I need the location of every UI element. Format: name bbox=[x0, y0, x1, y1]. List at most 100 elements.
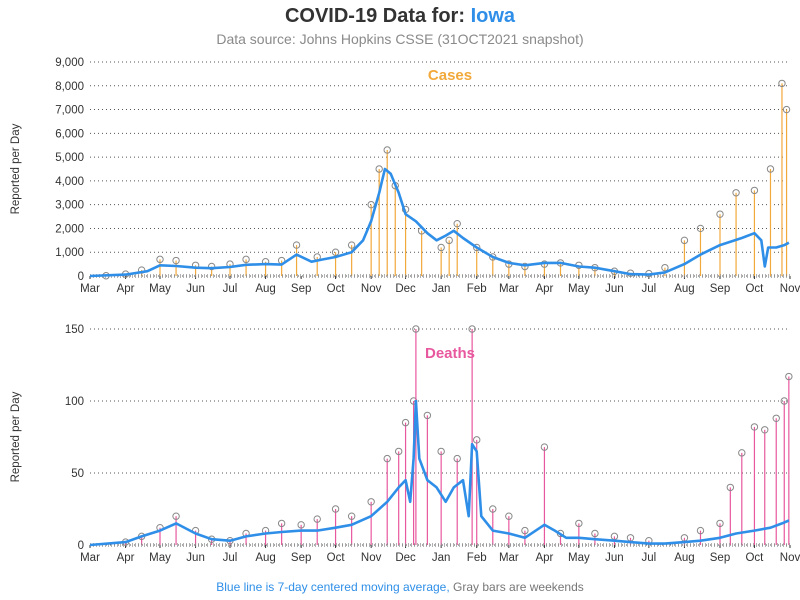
deaths-point bbox=[172, 512, 180, 520]
deaths-point bbox=[347, 512, 356, 520]
cases-ytick-label: 2,000 bbox=[55, 223, 84, 235]
cases-xtick-label: Aug bbox=[674, 283, 694, 295]
deaths-xtick-label: Aug bbox=[674, 552, 694, 564]
deaths-ytick-label: 100 bbox=[65, 396, 84, 408]
cases-ytick-label: 5,000 bbox=[55, 152, 84, 164]
cases-ytick-label: 4,000 bbox=[55, 176, 84, 188]
cases-xtick-label: Sep bbox=[710, 283, 730, 295]
deaths-xtick-label: Oct bbox=[745, 552, 764, 564]
deaths-point bbox=[591, 529, 599, 538]
cases-point bbox=[437, 243, 445, 252]
cases-ytick-label: 3,000 bbox=[55, 200, 84, 212]
deaths-xtick-label: Apr bbox=[535, 552, 553, 564]
deaths-xtick-label: Nov bbox=[361, 552, 382, 564]
deaths-point bbox=[785, 372, 793, 381]
cases-point bbox=[766, 165, 775, 173]
title-location: Iowa bbox=[470, 5, 516, 27]
cases-xtick-label: Jul bbox=[223, 283, 238, 295]
cases-point bbox=[242, 255, 250, 264]
deaths-xtick-label: Sep bbox=[710, 552, 730, 564]
cases-point bbox=[156, 255, 164, 264]
cases-xtick-label: Nov bbox=[780, 283, 800, 295]
deaths-xtick-label: Mar bbox=[80, 552, 100, 564]
deaths-point bbox=[750, 423, 759, 431]
deaths-point bbox=[383, 454, 391, 463]
footer-moving-average-note: Blue line is 7-day centered moving avera… bbox=[216, 580, 450, 594]
deaths-xtick-label: Aug bbox=[255, 552, 275, 564]
page-subtitle: Data source: Johns Hopkins CSSE (31OCT20… bbox=[216, 31, 584, 47]
deaths-xtick-label: Nov bbox=[780, 552, 800, 564]
cases-xtick-label: Mar bbox=[80, 283, 100, 295]
cases-point bbox=[331, 248, 340, 256]
deaths-point bbox=[297, 521, 305, 529]
deaths-xtick-label: Jul bbox=[642, 552, 657, 564]
cases-y-axis-label: Reported per Day bbox=[10, 123, 22, 214]
cases-xtick-label: Sep bbox=[291, 283, 311, 295]
deaths-point bbox=[772, 414, 780, 422]
cases-xtick-label: May bbox=[568, 283, 590, 295]
deaths-y-axis-label: Reported per Day bbox=[10, 391, 22, 482]
deaths-point bbox=[575, 519, 583, 528]
deaths-point bbox=[437, 447, 445, 456]
cases-point bbox=[375, 165, 383, 173]
cases-xtick-label: Apr bbox=[117, 283, 135, 295]
deaths-point bbox=[780, 397, 788, 405]
title-prefix: COVID-19 Data for: bbox=[284, 5, 465, 27]
cases-ytick-label: 0 bbox=[78, 271, 84, 283]
deaths-point bbox=[423, 411, 432, 420]
cases-point bbox=[696, 224, 705, 233]
deaths-xtick-label: Feb bbox=[467, 552, 487, 564]
deaths-point bbox=[505, 512, 513, 520]
cases-point bbox=[521, 262, 529, 271]
deaths-point bbox=[331, 505, 340, 513]
deaths-xtick-label: Jun bbox=[605, 552, 624, 564]
cases-ytick-label: 7,000 bbox=[55, 105, 84, 117]
deaths-point bbox=[489, 505, 497, 513]
deaths-xtick-label: Apr bbox=[117, 552, 135, 564]
deaths-moving-average-line bbox=[89, 399, 790, 547]
cases-xtick-label: Nov bbox=[361, 283, 382, 295]
deaths-point bbox=[761, 426, 769, 434]
deaths-point bbox=[412, 325, 420, 333]
deaths-title: Deaths bbox=[425, 345, 475, 362]
footer-weekend-note: Gray bars are weekends bbox=[453, 580, 584, 594]
deaths-point bbox=[696, 526, 705, 535]
deaths-ytick-label: 50 bbox=[71, 468, 84, 480]
cases-xtick-label: Jan bbox=[432, 283, 451, 295]
deaths-xtick-label: Sep bbox=[291, 552, 311, 564]
cases-point bbox=[750, 186, 759, 195]
cases-ytick-label: 6,000 bbox=[55, 128, 84, 140]
cases-point bbox=[453, 219, 461, 228]
deaths-point bbox=[521, 526, 529, 535]
cases-point bbox=[172, 256, 180, 265]
cases-point bbox=[661, 263, 669, 272]
cases-ytick-label: 8,000 bbox=[55, 81, 84, 93]
cases-xtick-label: Dec bbox=[395, 283, 416, 295]
deaths-xtick-label: Jun bbox=[186, 552, 205, 564]
deaths-ytick-label: 0 bbox=[78, 540, 84, 552]
cases-xtick-label: Jun bbox=[605, 283, 624, 295]
cases-xtick-label: Mar bbox=[499, 283, 519, 295]
deaths-point bbox=[367, 498, 375, 506]
deaths-point bbox=[394, 447, 403, 456]
cases-xtick-label: May bbox=[149, 283, 171, 295]
cases-point bbox=[347, 241, 356, 249]
cases-ytick-label: 9,000 bbox=[55, 57, 84, 69]
footer-note: Blue line is 7-day centered moving avera… bbox=[0, 580, 800, 594]
deaths-xtick-label: Jan bbox=[432, 552, 451, 564]
deaths-point bbox=[313, 515, 321, 523]
cases-ytick-label: 1,000 bbox=[55, 247, 84, 259]
deaths-point bbox=[468, 325, 476, 333]
deaths-xtick-label: Jul bbox=[223, 552, 238, 564]
cases-xtick-label: Apr bbox=[535, 283, 553, 295]
cases-point bbox=[292, 241, 301, 249]
deaths-point bbox=[401, 418, 410, 427]
cases-xtick-label: Jun bbox=[186, 283, 205, 295]
cases-xtick-label: Aug bbox=[255, 283, 275, 295]
cases-xtick-label: Oct bbox=[745, 283, 764, 295]
cases-point bbox=[782, 105, 791, 114]
cases-xtick-label: Jul bbox=[642, 283, 657, 295]
cases-point bbox=[367, 200, 375, 209]
deaths-point bbox=[540, 443, 549, 451]
cases-chart: 0 1,000 2,000 3,000 4,000 5,000 6,000 7,000 8,00… bbox=[10, 57, 800, 295]
